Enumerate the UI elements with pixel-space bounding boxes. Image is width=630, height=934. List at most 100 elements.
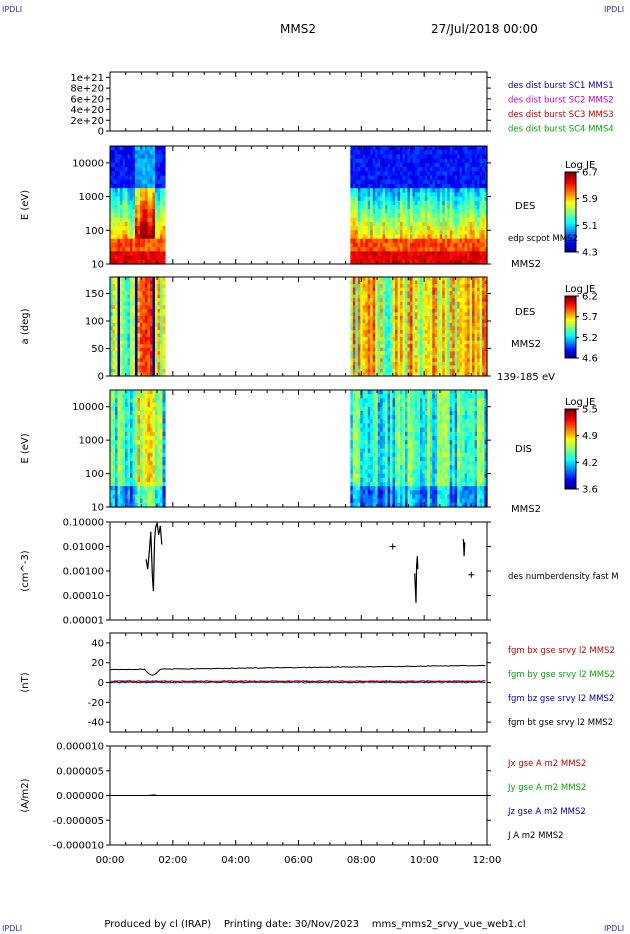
heatmap-cell: [142, 171, 146, 177]
heatmap-cell: [474, 196, 478, 202]
heatmap-cell: [419, 179, 423, 185]
heatmap-cell: [120, 217, 124, 223]
heatmap-cell: [452, 205, 456, 210]
heatmap-cell: [380, 277, 384, 282]
heatmap-cell: [479, 284, 483, 289]
heatmap-cell: [427, 259, 431, 265]
heatmap-cell: [422, 238, 426, 244]
heatmap-cell: [417, 205, 421, 210]
heatmap-cell: [409, 344, 414, 349]
heatmap-cell: [365, 351, 369, 356]
heatmap-cell: [419, 319, 423, 324]
heatmap-cell: [162, 259, 166, 265]
heatmap-cell: [484, 251, 488, 257]
heatmap-cell: [484, 330, 488, 335]
heatmap-cell: [479, 368, 483, 374]
heatmap-cell: [419, 337, 423, 342]
heatmap-cell: [137, 242, 141, 248]
heatmap-cell: [484, 319, 488, 324]
heatmap-cell: [142, 337, 146, 342]
heatmap-cell: [437, 162, 441, 168]
colorbar-cell: [565, 350, 576, 353]
heatmap-cell: [424, 354, 428, 359]
heatmap-cell: [414, 358, 419, 363]
heatmap-cell: [357, 330, 361, 335]
heatmap-cell: [367, 234, 371, 240]
heatmap-cell: [129, 337, 134, 342]
heatmap-cell: [115, 365, 119, 370]
heatmap-cell: [357, 347, 361, 352]
heatmap-cell: [402, 251, 406, 257]
heatmap-cell: [395, 277, 399, 282]
heatmap-cell: [449, 213, 453, 219]
heatmap-cell: [149, 162, 154, 168]
heatmap-cell: [157, 238, 161, 244]
heatmap-cell: [365, 354, 369, 359]
heatmap-cell: [124, 175, 129, 181]
heatmap-cell: [375, 255, 379, 261]
heatmap-cell: [117, 234, 121, 240]
heatmap-cell: [117, 469, 121, 475]
heatmap-cell: [482, 280, 486, 285]
heatmap-cell: [134, 146, 139, 151]
heatmap-cell: [157, 259, 161, 265]
heatmap-cell: [159, 337, 164, 342]
heatmap-cell: [405, 259, 409, 265]
heatmap-cell: [457, 365, 461, 370]
heatmap-cell: [482, 319, 486, 324]
heatmap-cell: [390, 251, 394, 257]
heatmap-cell: [365, 365, 369, 370]
heatmap-cell: [439, 372, 443, 377]
heatmap-cell: [144, 205, 149, 210]
heatmap-cell: [115, 234, 119, 240]
heatmap-cell: [129, 435, 134, 441]
heatmap-cell: [127, 452, 131, 458]
heatmap-cell: [409, 322, 414, 328]
heatmap-cell: [112, 402, 116, 408]
heatmap-cell: [137, 333, 141, 338]
heatmap-cell: [387, 171, 391, 177]
heatmap-cell: [449, 167, 453, 172]
heatmap-cell: [350, 337, 354, 342]
heatmap-cell: [360, 226, 364, 231]
heatmap-cell: [452, 319, 456, 324]
heatmap-cell: [414, 280, 419, 285]
heatmap-cell: [444, 158, 448, 164]
heatmap-cell: [112, 347, 116, 352]
heatmap-cell: [129, 361, 134, 366]
heatmap-cell: [112, 280, 116, 285]
heatmap-cell: [159, 247, 164, 252]
heatmap-cell: [395, 361, 399, 366]
heatmap-cell: [159, 347, 164, 352]
heatmap-cell: [352, 192, 356, 198]
heatmap-cell: [482, 150, 486, 156]
heatmap-cell: [147, 192, 151, 198]
heatmap-cell: [377, 209, 381, 215]
heatmap-cell: [377, 158, 381, 164]
heatmap-cell: [392, 205, 396, 210]
heatmap-cell: [429, 234, 433, 240]
heatmap-cell: [355, 291, 359, 296]
heatmap-cell: [395, 287, 399, 292]
heatmap-cell: [409, 333, 414, 338]
heatmap-cell: [154, 344, 159, 349]
heatmap-cell: [129, 308, 134, 313]
heatmap-cell: [479, 188, 483, 193]
heatmap-cell: [367, 162, 371, 168]
heatmap-cell: [352, 247, 356, 252]
heatmap-cell: [137, 308, 141, 313]
heatmap-cell: [429, 196, 433, 202]
y-tick-label: 100: [85, 226, 104, 237]
heatmap-cell: [152, 242, 156, 248]
heatmap-cell: [479, 358, 483, 363]
heatmap-cell: [409, 251, 414, 257]
heatmap-cell: [110, 158, 114, 164]
heatmap-cell: [157, 322, 161, 328]
heatmap-cell: [424, 330, 428, 335]
heatmap-cell: [390, 340, 394, 345]
heatmap-cell: [152, 301, 156, 306]
heatmap-cell: [390, 284, 394, 289]
heatmap-cell: [134, 347, 139, 352]
heatmap-cell: [134, 435, 139, 441]
heatmap-cell: [120, 365, 124, 370]
